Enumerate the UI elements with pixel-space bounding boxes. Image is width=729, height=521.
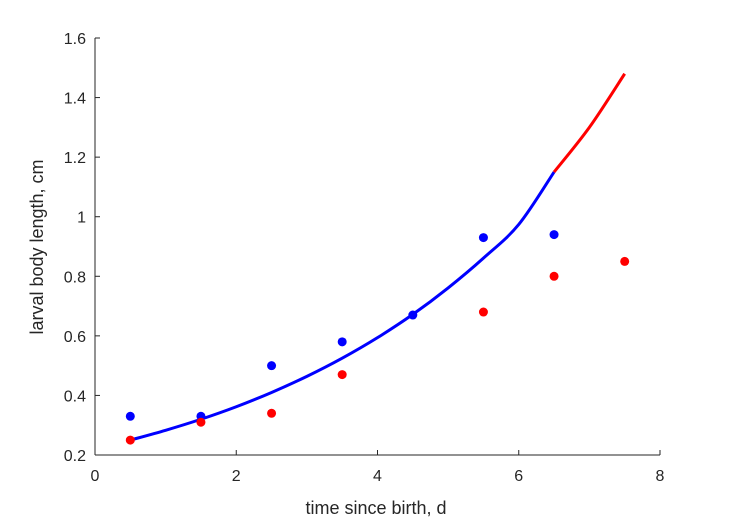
fit-lines xyxy=(129,72,626,442)
x-tick-label: 4 xyxy=(373,468,382,485)
red-data-point xyxy=(196,417,206,427)
ticks: 0 2 4 6 8 0.2 0.4 0.6 0.8 1 1.2 1.4 1.6 xyxy=(64,31,665,485)
y-tick-label: 0.8 xyxy=(64,269,86,286)
x-tick-label: 2 xyxy=(232,468,241,485)
x-tick-label: 6 xyxy=(514,468,523,485)
y-tick-label: 0.2 xyxy=(64,448,86,465)
blue-data-point xyxy=(267,361,277,371)
x-axis-label: time since birth, d xyxy=(305,498,446,518)
red-data-point xyxy=(267,408,277,418)
red-data-point xyxy=(620,256,630,266)
red-data-point xyxy=(478,307,488,317)
y-tick-label: 0.6 xyxy=(64,329,86,346)
y-tick-label: 0.4 xyxy=(64,388,86,405)
x-tick-label: 8 xyxy=(656,468,665,485)
blue-data-point xyxy=(408,310,418,320)
red-data-point xyxy=(337,370,347,380)
blue-data-point xyxy=(337,337,347,347)
blue-data-point xyxy=(478,233,488,243)
x-tick-label: 0 xyxy=(91,468,100,485)
blue-fit-line xyxy=(129,171,556,442)
axes xyxy=(94,38,660,456)
y-tick-label: 1.2 xyxy=(64,150,86,167)
y-tick-label: 1.4 xyxy=(64,91,86,108)
y-axis-label: larval body length, cm xyxy=(27,159,47,334)
red-data-point xyxy=(549,271,559,281)
red-data-point xyxy=(125,435,135,445)
y-tick-label: 1.6 xyxy=(64,31,86,48)
blue-data-point xyxy=(549,230,559,240)
data-points xyxy=(125,230,630,445)
red-fit-line xyxy=(552,72,626,173)
blue-data-point xyxy=(125,411,135,421)
y-tick-label: 1 xyxy=(77,210,86,227)
